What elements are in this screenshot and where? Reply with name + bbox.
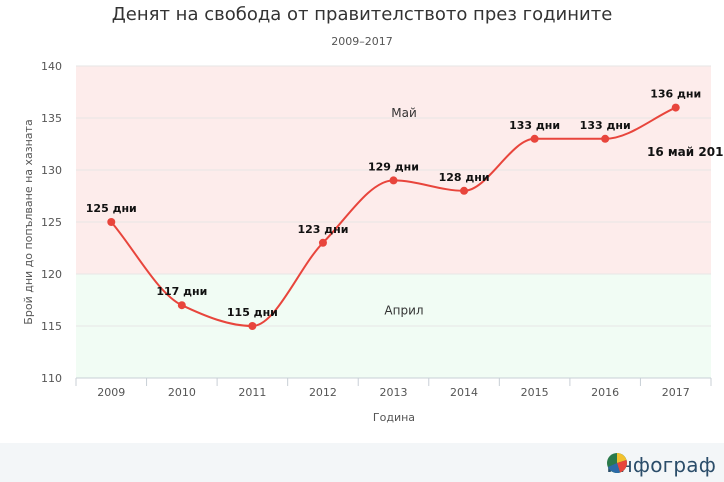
x-tick-label: 2011 — [238, 386, 266, 399]
x-tick-label: 2009 — [97, 386, 125, 399]
data-point[interactable] — [177, 301, 186, 310]
data-label: 129 дни — [368, 160, 419, 173]
data-label: 133 дни — [580, 119, 631, 132]
y-tick-label: 110 — [41, 372, 62, 385]
data-point[interactable] — [671, 103, 680, 112]
x-tick-label: 2017 — [662, 386, 690, 399]
data-label: 128 дни — [439, 171, 490, 184]
data-label: 136 дни — [650, 88, 701, 101]
x-tick-label: 2010 — [168, 386, 196, 399]
band-label: Април — [384, 303, 423, 317]
data-label: 115 дни — [227, 306, 278, 319]
data-label: 125 дни — [86, 202, 137, 215]
y-tick-label: 120 — [41, 268, 62, 281]
y-tick-label: 115 — [41, 320, 62, 333]
y-tick-label: 130 — [41, 164, 62, 177]
chart-subtitle: 2009–2017 — [331, 35, 393, 48]
x-axis-title: Година — [373, 411, 415, 424]
x-tick-label: 2016 — [591, 386, 619, 399]
y-axis-title: Брой дни до попълване на хазната — [22, 119, 35, 324]
data-point[interactable] — [107, 218, 116, 226]
data-label: 133 дни — [509, 119, 560, 132]
data-point[interactable] — [601, 134, 610, 143]
data-point[interactable] — [248, 322, 257, 330]
line-chart: Април Май 110 115 120 125 130 135 140 2009 2010 2… — [22, 60, 724, 424]
date-annotation: 16 май 2017 — [647, 145, 724, 159]
data-point[interactable] — [318, 238, 327, 247]
x-tick-label: 2012 — [309, 386, 337, 399]
series-line — [110, 106, 677, 328]
data-label: 123 дни — [297, 223, 348, 236]
y-tick-label: 125 — [41, 216, 62, 229]
chart-title: Денят на свобода от правителството през … — [111, 4, 613, 25]
pie-logo-icon — [607, 453, 628, 473]
x-tick-label: 2014 — [450, 386, 478, 399]
x-tick-label: 2015 — [521, 386, 549, 399]
data-point[interactable] — [460, 186, 469, 195]
data-label: 117 дни — [156, 285, 207, 298]
data-point[interactable] — [389, 176, 398, 185]
band-label: Май — [391, 106, 417, 120]
x-tick-label: 2013 — [380, 386, 408, 399]
y-tick-label: 140 — [41, 60, 62, 73]
brand-logo: инфограф — [606, 452, 716, 478]
data-point[interactable] — [530, 134, 539, 143]
y-tick-label: 135 — [41, 112, 62, 125]
